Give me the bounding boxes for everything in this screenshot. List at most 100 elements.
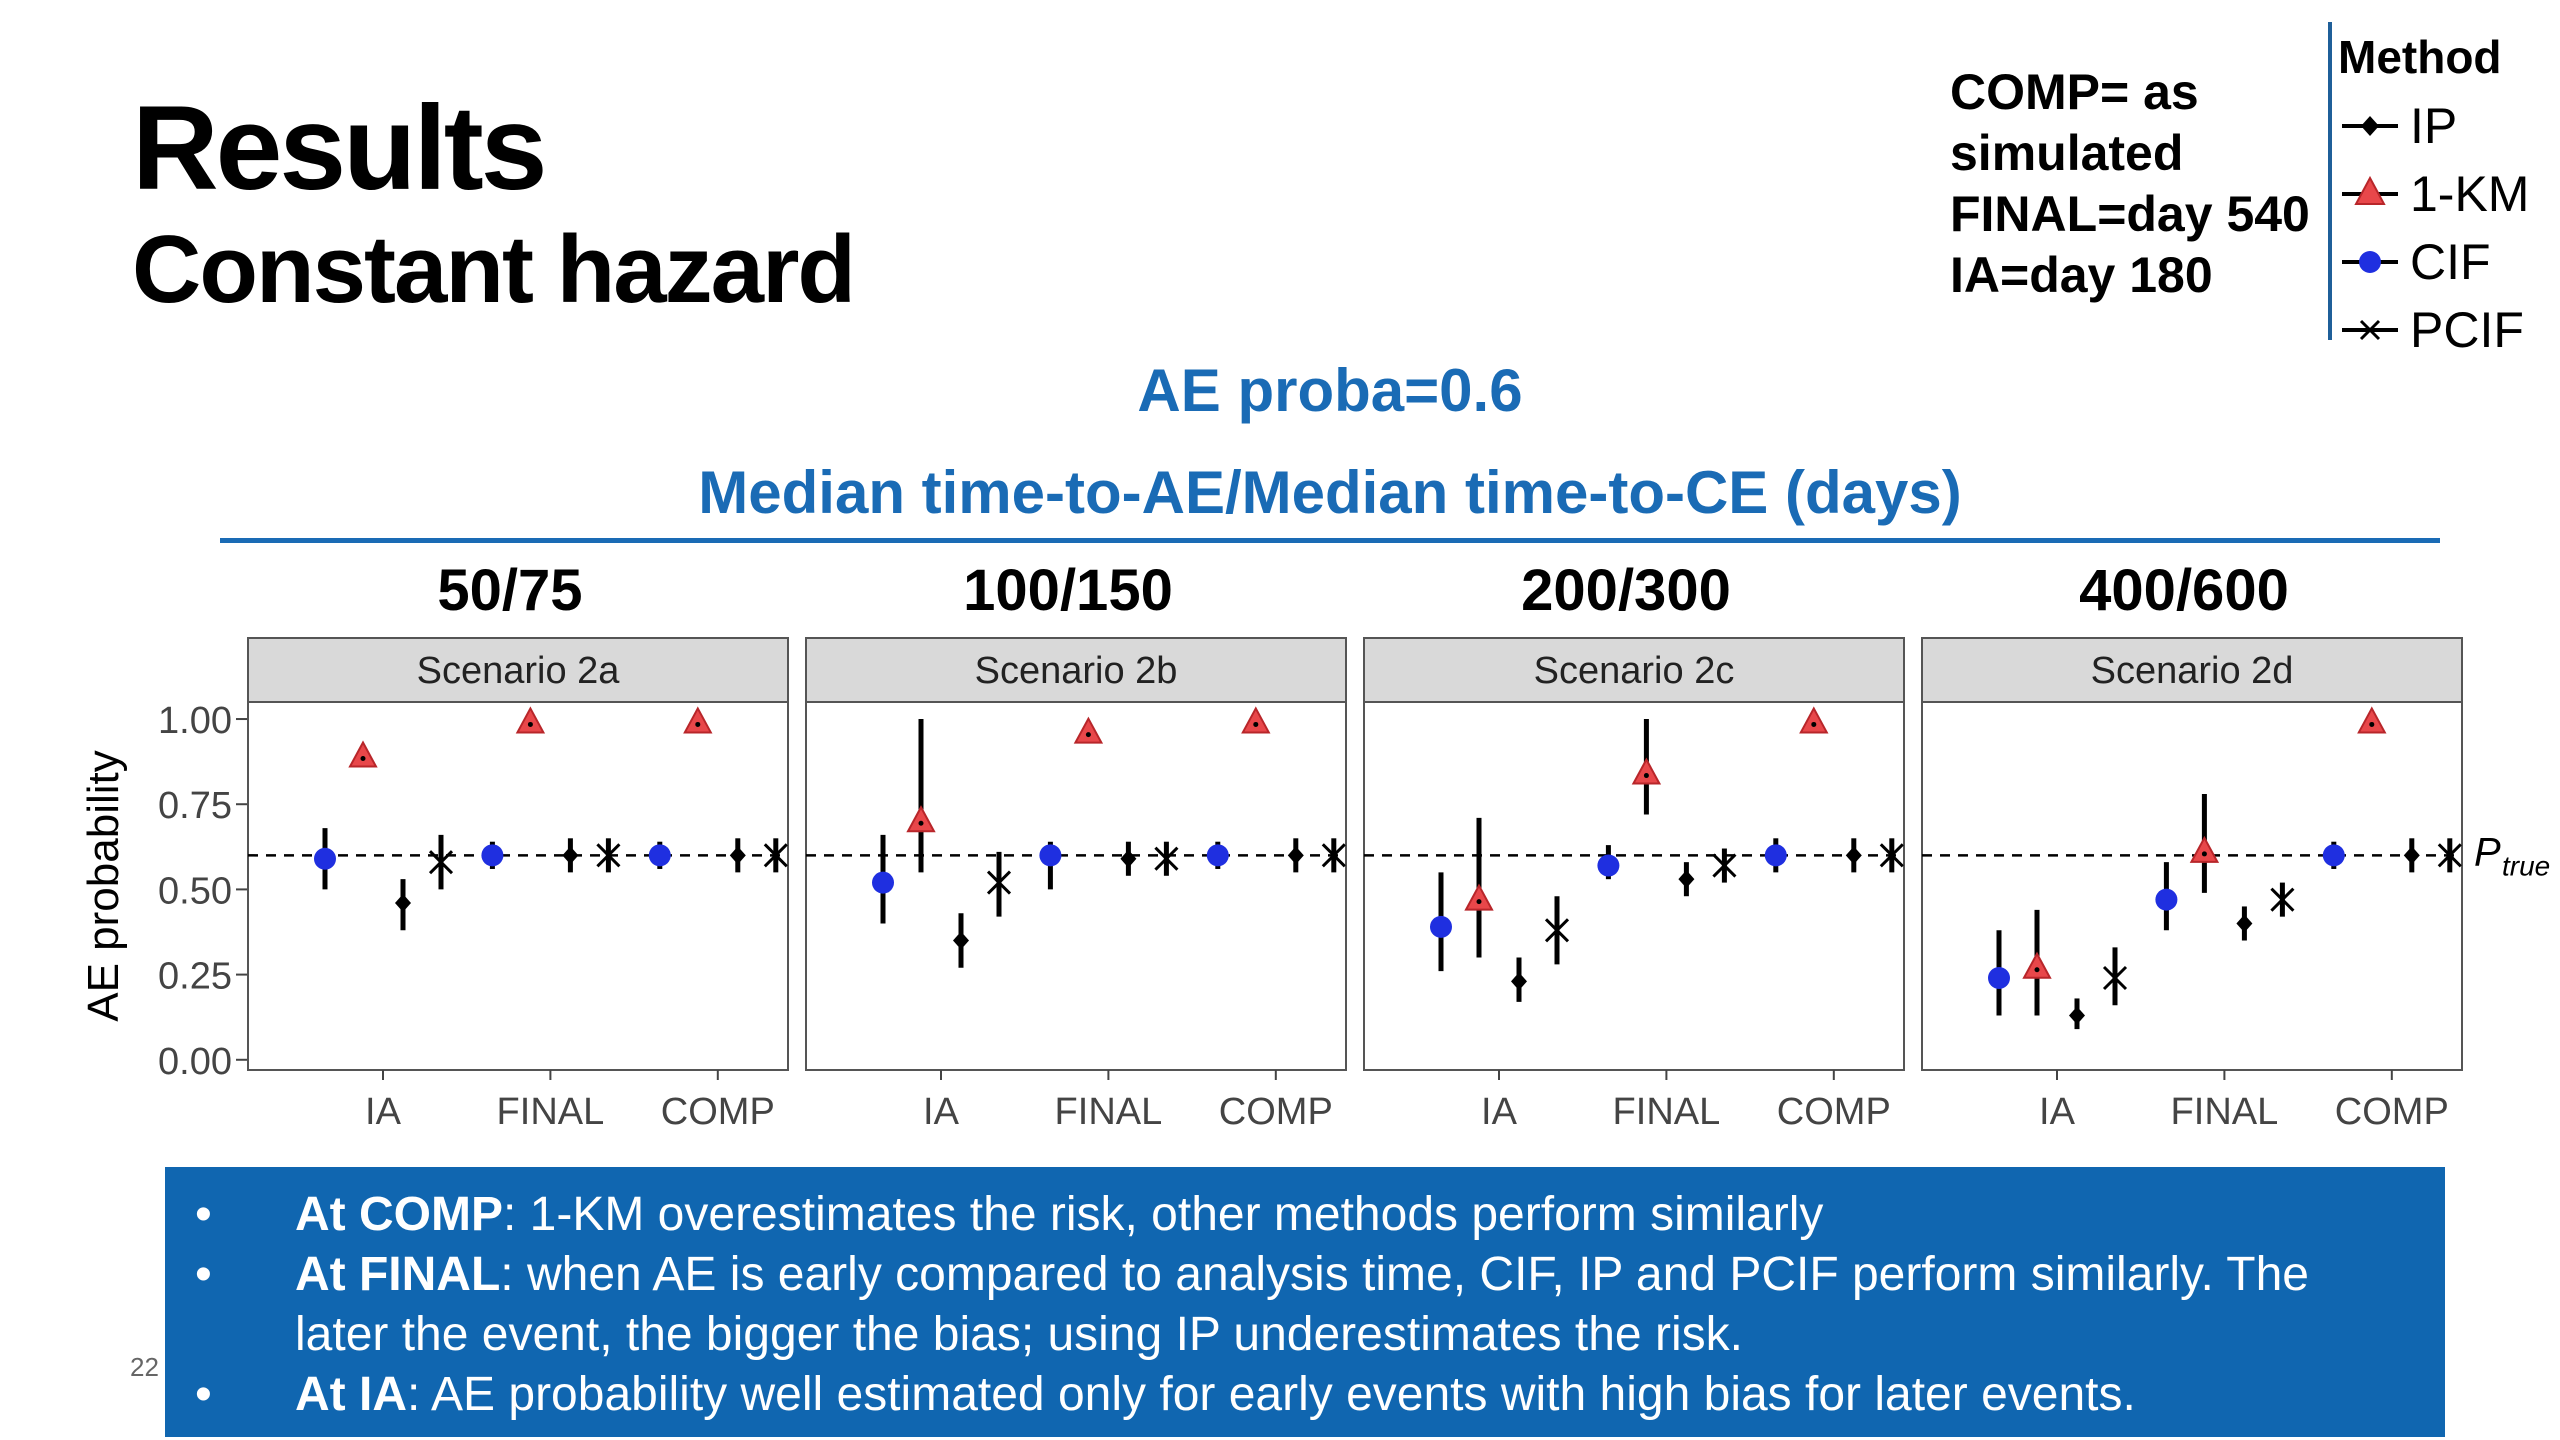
point-1km-center	[1253, 721, 1259, 727]
x-tick-label: FINAL	[497, 1091, 605, 1133]
panel-strip	[805, 637, 1347, 703]
bullet-text: At COMP: 1-KM overestimates the risk, ot…	[295, 1185, 2415, 1245]
bullet-dot: •	[195, 1248, 212, 1301]
legend-star-icon	[2342, 319, 2398, 341]
point-1km-center	[360, 756, 366, 762]
panel-strip	[1921, 637, 2463, 703]
point-cif	[1597, 854, 1620, 877]
legend: Method IP 1-KM CIF PCIF	[2338, 30, 2529, 364]
bullet-lead: At COMP	[295, 1188, 503, 1241]
y-tick-label: 0.75	[158, 785, 232, 827]
legend-diamond-icon	[2342, 116, 2398, 136]
definitions-note: COMP= as simulated FINAL=day 540 IA=day …	[1950, 62, 2330, 306]
bullet-item: • At COMP: 1-KM overestimates the risk, o…	[195, 1185, 2415, 1245]
point-1km	[1464, 883, 1494, 911]
page-number: 22	[130, 1352, 159, 1382]
title-block: Results Constant hazard	[132, 81, 856, 323]
point-ip	[1845, 846, 1862, 865]
x-tick-label: COMP	[661, 1091, 775, 1133]
y-tick-label: 0.00	[158, 1041, 232, 1083]
point-1km	[906, 805, 936, 833]
panel-plot-area	[1363, 701, 1905, 1071]
point-cif	[1988, 967, 2010, 989]
x-tick-label: IA	[2039, 1091, 2076, 1133]
point-cif	[2322, 844, 2345, 867]
panel-strip-label: Scenario 2a	[417, 650, 621, 692]
panel-strip-label: Scenario 2b	[975, 650, 1178, 692]
point-cif	[1430, 915, 1452, 938]
panel-plot-area	[247, 701, 789, 1071]
point-ip	[1287, 846, 1304, 865]
bullet-text: At FINAL: when AE is early compared to a…	[295, 1245, 2415, 1365]
panel-strip-label: Scenario 2c	[1534, 650, 1735, 692]
panel-header: 200/300	[1521, 560, 1731, 623]
point-1km	[515, 706, 546, 734]
point-ip	[2069, 1006, 2085, 1025]
legend-item-cif: CIF	[2338, 228, 2529, 296]
point-1km-center	[2201, 851, 2207, 857]
panel-strip-label: Scenario 2d	[2091, 650, 2294, 692]
point-cif	[481, 844, 504, 867]
legend-label: 1-KM	[2410, 166, 2530, 222]
slide-title: Results	[132, 81, 547, 215]
bullet-body: : when AE is early compared to analysis …	[295, 1248, 2309, 1361]
panel-plot-area	[1921, 701, 2463, 1071]
x-tick-label: COMP	[1777, 1091, 1891, 1133]
panel-header: 100/150	[963, 560, 1173, 623]
point-1km	[2022, 951, 2052, 979]
bullet-body: : 1-KM overestimates the risk, other met…	[502, 1188, 1824, 1241]
point-cif	[314, 847, 336, 870]
point-cif	[1206, 844, 1229, 867]
ae-proba-heading: AE proba=0.6	[1137, 357, 1523, 424]
point-ip	[395, 894, 411, 913]
legend-circle-icon	[2342, 251, 2398, 273]
x-tick-label: COMP	[2335, 1091, 2449, 1133]
legend-triangle-icon	[2342, 175, 2398, 205]
bullet-body: : AE probability well estimated only for…	[406, 1368, 2136, 1421]
point-1km	[2189, 835, 2220, 863]
median-heading: Median time-to-AE/Median time-to-CE (day…	[698, 459, 1962, 526]
panel-header: 50/75	[437, 560, 582, 623]
reference-line-label: P	[2474, 830, 2501, 874]
panel-header: 400/600	[2079, 560, 2289, 623]
bullet-text: At IA: AE probability well estimated onl…	[295, 1365, 2415, 1425]
point-cif	[1764, 844, 1787, 867]
heading-rule	[220, 538, 2440, 543]
point-1km-center	[1811, 721, 1817, 727]
y-axis-label: AE probability	[79, 750, 128, 1021]
point-1km-center	[1476, 899, 1482, 905]
point-ip	[2403, 846, 2420, 865]
point-cif	[872, 871, 894, 894]
legend-label: CIF	[2410, 234, 2491, 290]
note-line: COMP= as	[1950, 64, 2199, 120]
bullet-item: • At IA: AE probability well estimated on…	[195, 1365, 2415, 1425]
x-tick-label: FINAL	[1055, 1091, 1163, 1133]
y-tick-label: 0.25	[158, 956, 232, 998]
panel-plot-area	[805, 701, 1347, 1071]
point-cif	[2155, 888, 2178, 911]
point-1km	[683, 706, 713, 734]
bullet-item: • At FINAL: when AE is early compared to …	[195, 1245, 2415, 1365]
legend-label: IP	[2410, 98, 2458, 154]
point-ip	[1120, 849, 1137, 868]
slide-subtitle: Constant hazard	[132, 216, 856, 323]
x-tick-label: IA	[365, 1091, 402, 1133]
y-tick-label: 0.50	[158, 870, 232, 912]
panel-strip	[247, 637, 789, 703]
point-1km-center	[1643, 773, 1649, 779]
point-1km	[1241, 706, 1271, 734]
y-tick-label: 1.00	[158, 700, 232, 742]
x-tick-label: COMP	[1219, 1091, 1333, 1133]
point-1km	[1631, 757, 1662, 785]
bullet-lead: At FINAL	[295, 1248, 501, 1301]
point-1km-center	[1085, 732, 1091, 738]
findings-box: • At COMP: 1-KM overestimates the risk, o…	[165, 1167, 2445, 1437]
faceted-scatter-chart: AE probability 0.00 0.25 0.50 0.75 1.00 50/75 S…	[79, 560, 2550, 1133]
point-1km	[348, 740, 378, 768]
point-ip	[1511, 972, 1527, 991]
note-line: simulated	[1950, 125, 2184, 181]
legend-item-pcif: PCIF	[2338, 296, 2529, 364]
point-ip	[729, 846, 746, 865]
point-1km	[1073, 716, 1104, 744]
bullet-dot: •	[195, 1188, 212, 1241]
